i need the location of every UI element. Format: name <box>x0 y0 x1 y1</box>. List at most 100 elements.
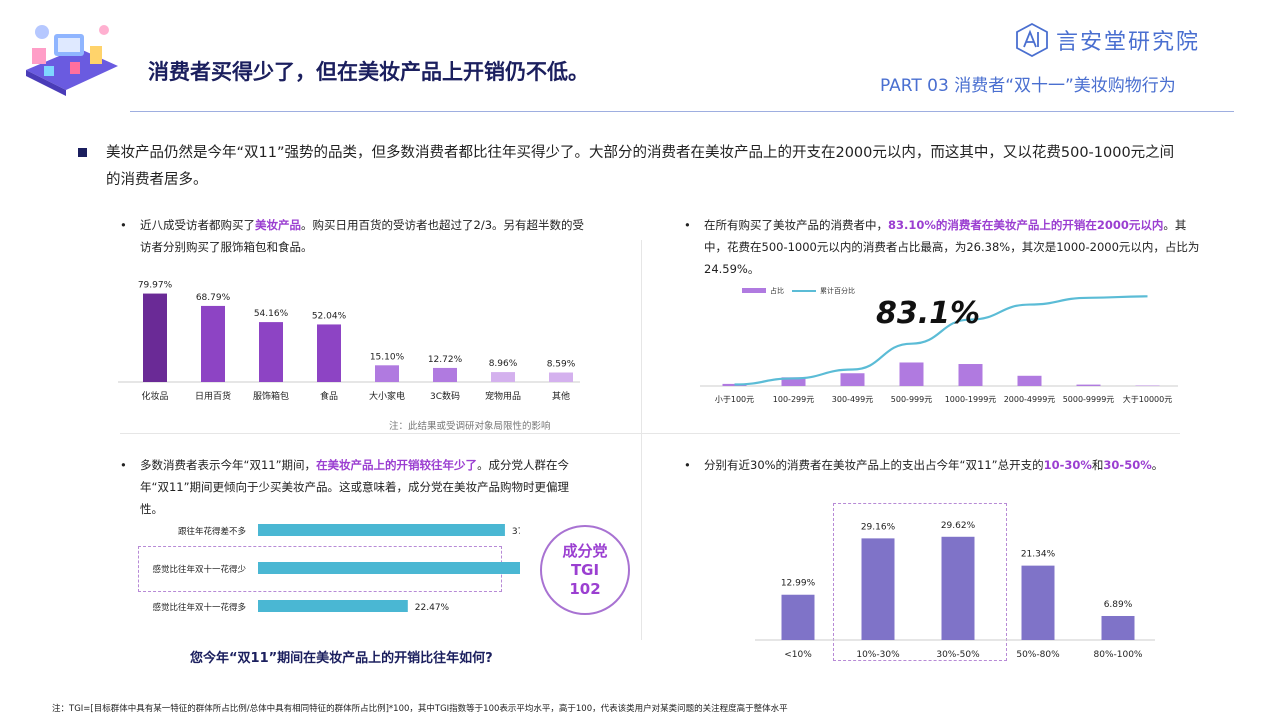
data-label: 22.47% <box>415 603 450 613</box>
data-label: 21.34% <box>1021 550 1056 560</box>
bullet-dot-icon: • <box>684 218 691 232</box>
data-label: 54.16% <box>254 309 289 319</box>
panel3-text-a: 多数消费者表示今年“双11”期间， <box>140 458 317 472</box>
tick-label: 500-999元 <box>891 395 932 404</box>
data-label: 29.62% <box>941 521 976 531</box>
share-of-spending-chart: 12.99% <10% 29.16% 10%-30% 29.62% 30%-50% 21.3… <box>755 521 1155 660</box>
tick-label: 日用百货 <box>195 390 231 402</box>
bar <box>1021 565 1055 640</box>
bar <box>781 377 806 386</box>
panel3-highlight: 在美妆产品上的开销较往年少了 <box>316 458 478 472</box>
bar <box>781 594 815 640</box>
panel2-highlight: 83.10%的消费者在美妆产品上的开销在2000元以内 <box>888 218 1164 232</box>
tick-label: 大于10000元 <box>1123 394 1172 404</box>
panel4-highlight-1: 10-30% <box>1043 458 1092 472</box>
panel3-bullet: • 多数消费者表示今年“双11”期间，在美妆产品上的开销较往年少了。成分党人群在… <box>120 454 580 520</box>
tgi-line2: TGI <box>570 560 600 579</box>
data-label: 8.59% <box>547 360 576 370</box>
intro-text: 美妆产品仍然是今年“双11”强势的品类，但多数消费者都比往年买得少了。大部分的消… <box>106 145 1175 188</box>
tick-label: 大小家电 <box>369 390 405 402</box>
panel4-text-mid: 和 <box>1091 458 1104 472</box>
data-label: 29.16% <box>861 522 896 532</box>
chart1-note: 注：此结果或受调研对象局限性的影响 <box>389 421 551 432</box>
tick-label: 感觉比往年双十一花得多 <box>152 602 246 613</box>
legend-swatch-bar <box>742 288 766 293</box>
header-divider <box>130 111 1234 112</box>
footnote: 注：TGI=[目标群体中具有某一特征的群体所占比例/总体中具有相同特征的群体所占… <box>52 704 788 714</box>
tick-label: 跟往年花得差不多 <box>178 526 247 537</box>
bar <box>861 538 895 640</box>
shopping-illustration <box>18 18 122 102</box>
square-bullet-icon <box>78 148 87 157</box>
bullet-dot-icon: • <box>684 458 691 472</box>
brand-logo-icon <box>1016 23 1048 57</box>
tick-label: 100-299元 <box>773 395 814 404</box>
panel1-bullet: • 近八成受访者都购买了美妆产品。购买日用百货的受访者也超过了2/3。另有超半数… <box>120 214 590 258</box>
tgi-line3: 102 <box>569 579 601 598</box>
bar <box>258 600 408 612</box>
bar <box>958 364 983 386</box>
brand: 言安堂研究院 <box>1016 22 1200 58</box>
data-label: 52.04% <box>312 311 347 321</box>
bar <box>491 372 515 382</box>
bar <box>317 324 341 382</box>
panel1-highlight: 美妆产品 <box>255 218 301 232</box>
bullet-dot-icon: • <box>120 218 127 232</box>
bar <box>258 524 505 536</box>
tgi-line1: 成分党 <box>562 541 608 560</box>
bar <box>143 293 167 382</box>
panel2-text-a: 在所有购买了美妆产品的消费者中， <box>704 218 888 232</box>
panel1-text-a: 近八成受访者都购买了 <box>140 218 255 232</box>
category-purchase-chart: 79.97% 化妆品 68.79% 日用百货 54.16% 服饰箱包 52.04% 食品 15.… <box>118 281 580 402</box>
tick-label: 2000-4999元 <box>1004 395 1056 404</box>
bar <box>840 373 865 386</box>
panel4-highlight-2: 30-50% <box>1103 458 1152 472</box>
data-label: 15.10% <box>370 352 405 362</box>
tick-label: 3C数码 <box>430 390 460 402</box>
survey-question: 您今年“双11”期间在美妆产品上的开销比往年如何? <box>190 651 493 666</box>
tick-label: 10%-30% <box>856 650 900 660</box>
tick-label: 服饰箱包 <box>253 390 289 402</box>
bar <box>1101 615 1135 640</box>
tick-label: 小于100元 <box>715 395 754 404</box>
data-label: 37.04% <box>512 527 520 537</box>
tick-label: 80%-100% <box>1094 650 1143 660</box>
tick-label: 宠物用品 <box>485 390 521 402</box>
tick-label: 其他 <box>552 390 570 402</box>
data-label: 68.79% <box>196 293 231 303</box>
panel4-bullet: • 分别有近30%的消费者在美妆产品上的支出占今年“双11”总开支的10-30%… <box>684 454 1204 476</box>
panel2-bullet: • 在所有购买了美妆产品的消费者中，83.10%的消费者在美妆产品上的开销在20… <box>684 214 1204 280</box>
bar <box>201 305 225 382</box>
panel-divider-vertical <box>641 240 642 640</box>
tick-label: <10% <box>784 650 812 660</box>
page-title: 消费者买得少了，但在美妆产品上开销仍不低。 <box>148 60 589 84</box>
data-label: 79.97% <box>138 281 173 291</box>
bar <box>1076 384 1101 386</box>
tick-label: 30%-50% <box>936 650 980 660</box>
highlight-value-label: 83.1% <box>876 296 980 331</box>
bar <box>258 562 520 574</box>
data-label: 12.99% <box>781 579 816 589</box>
panel4-text-a: 分别有近30%的消费者在美妆产品上的支出占今年“双11”总开支的 <box>704 458 1044 472</box>
tick-label: 5000-9999元 <box>1063 395 1115 404</box>
panel4-text-end: 。 <box>1151 458 1164 472</box>
intro-paragraph: 美妆产品仍然是今年“双11”强势的品类，但多数消费者都比往年买得少了。大部分的消… <box>78 140 1188 194</box>
data-label: 8.96% <box>489 359 518 369</box>
bar <box>1017 375 1042 386</box>
bar <box>549 372 573 382</box>
legend-label: 占比 <box>770 286 784 295</box>
bar <box>433 367 457 382</box>
panel2-text-b: 。其中，花费在500-1000元以内的消费者占比最高，为26.38%，其次是10… <box>704 218 1200 276</box>
data-label: 6.89% <box>1104 600 1133 610</box>
section-label: PART 03 消费者“双十一”美妆购物行为 <box>880 76 1176 96</box>
data-label: 12.72% <box>428 355 463 365</box>
tick-label: 1000-1999元 <box>945 395 997 404</box>
tick-label: 50%-80% <box>1016 650 1060 660</box>
legend-label: 累计百分比 <box>820 286 855 295</box>
tick-label: 感觉比往年双十一花得少 <box>152 564 246 575</box>
bar <box>375 365 399 382</box>
bullet-dot-icon: • <box>120 458 127 472</box>
brand-name: 言安堂研究院 <box>1056 30 1201 55</box>
bar <box>899 362 924 386</box>
